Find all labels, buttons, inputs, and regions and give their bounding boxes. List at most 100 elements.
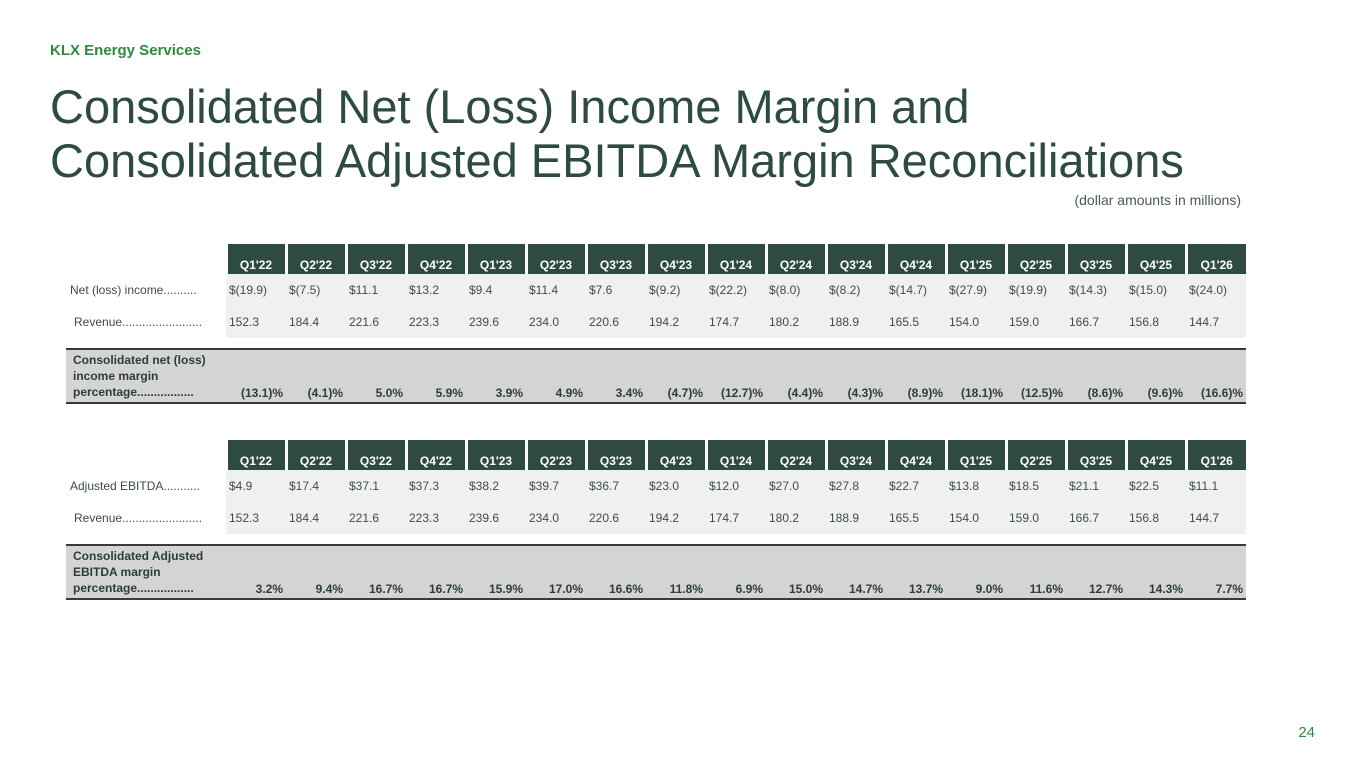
value-cell: 159.0 (1006, 306, 1066, 338)
margin-cell: 3.4% (586, 348, 646, 404)
spacer-cell (66, 534, 1246, 545)
value-cell: $37.3 (406, 470, 466, 502)
total-row: Consolidated Adjusted EBITDA margin perc… (66, 544, 1246, 600)
value-cell: $(22.2) (706, 274, 766, 306)
value-cell: 154.0 (946, 502, 1006, 534)
row-label: Net (loss) income.......... (66, 274, 226, 306)
margin-cell: (8.9)% (886, 348, 946, 404)
value-cell: 188.9 (826, 502, 886, 534)
quarter-header: Q4'24 (884, 244, 946, 274)
value-cell: 152.3 (226, 306, 286, 338)
value-cell: 159.0 (1006, 502, 1066, 534)
value-cell: $(9.2) (646, 274, 706, 306)
quarter-header: Q4'25 (1124, 440, 1186, 470)
value-cell: 184.4 (286, 502, 346, 534)
quarter-header: Q1'22 (224, 244, 286, 274)
net-income-margin-table: Q1'22 Q2'22 Q3'22 Q4'22 Q1'23 Q2'23 Q3'23 Q4'23… (66, 244, 1246, 404)
quarter-header: Q2'24 (764, 244, 826, 274)
value-cell: 174.7 (706, 502, 766, 534)
margin-cell: 7.7% (1186, 544, 1246, 600)
value-cell: 166.7 (1066, 306, 1126, 338)
value-cell: 166.7 (1066, 502, 1126, 534)
table-row: Adjusted EBITDA........... $4.9 $17.4 $37.1… (66, 470, 1246, 502)
table-row: Revenue........................ 152.3 184.… (66, 502, 1246, 534)
header-row: Q1'22 Q2'22 Q3'22 Q4'22 Q1'23 Q2'23 Q3'23 Q4'23… (66, 244, 1246, 274)
margin-cell: 9.0% (946, 544, 1006, 600)
row-label: Adjusted EBITDA........... (66, 470, 226, 502)
value-cell: $(24.0) (1186, 274, 1246, 306)
value-cell: 156.8 (1126, 306, 1186, 338)
value-cell: 184.4 (286, 306, 346, 338)
quarter-header: Q2'24 (764, 440, 826, 470)
value-cell: $(27.9) (946, 274, 1006, 306)
margin-cell: 5.0% (346, 348, 406, 404)
value-cell: 165.5 (886, 306, 946, 338)
quarter-header: Q1'23 (464, 440, 526, 470)
margin-cell: (18.1)% (946, 348, 1006, 404)
value-cell: $(7.5) (286, 274, 346, 306)
row-label: Revenue........................ (66, 306, 226, 338)
margin-cell: 17.0% (526, 544, 586, 600)
value-cell: 221.6 (346, 502, 406, 534)
value-cell: $13.2 (406, 274, 466, 306)
value-cell: 152.3 (226, 502, 286, 534)
value-cell: 234.0 (526, 306, 586, 338)
quarter-header: Q2'25 (1004, 244, 1066, 274)
header-corner (66, 440, 226, 470)
value-cell: $36.7 (586, 470, 646, 502)
value-cell: $27.0 (766, 470, 826, 502)
quarter-header: Q2'25 (1004, 440, 1066, 470)
margin-cell: 14.3% (1126, 544, 1186, 600)
quarter-header: Q2'22 (284, 244, 346, 274)
table-row: Net (loss) income.......... $(19.9) $(7.5)… (66, 274, 1246, 306)
value-cell: $37.1 (346, 470, 406, 502)
margin-cell: 6.9% (706, 544, 766, 600)
quarter-header: Q1'24 (704, 440, 766, 470)
value-cell: $38.2 (466, 470, 526, 502)
value-cell: 221.6 (346, 306, 406, 338)
quarter-header: Q1'26 (1184, 244, 1246, 274)
value-cell: 156.8 (1126, 502, 1186, 534)
quarter-header: Q3'22 (344, 440, 406, 470)
value-cell: 223.3 (406, 306, 466, 338)
value-cell: $21.1 (1066, 470, 1126, 502)
margin-cell: 15.0% (766, 544, 826, 600)
value-cell: $(19.9) (1006, 274, 1066, 306)
title-line-2: Consolidated Adjusted EBITDA Margin Reco… (50, 134, 1184, 187)
value-cell: $13.8 (946, 470, 1006, 502)
quarter-header: Q1'25 (944, 244, 1006, 274)
value-cell: $12.0 (706, 470, 766, 502)
value-cell: 239.6 (466, 502, 526, 534)
margin-cell: 16.7% (346, 544, 406, 600)
value-cell: $11.1 (1186, 470, 1246, 502)
quarter-header: Q4'23 (644, 440, 706, 470)
margin-cell: (9.6)% (1126, 348, 1186, 404)
value-cell: 174.7 (706, 306, 766, 338)
brand-name: KLX Energy Services (50, 42, 201, 59)
margin-cell: (12.5)% (1006, 348, 1066, 404)
page-number: 24 (1298, 724, 1315, 741)
table-row: Revenue........................ 152.3 184.… (66, 306, 1246, 338)
margin-cell: 3.2% (226, 544, 286, 600)
value-cell: $22.5 (1126, 470, 1186, 502)
value-cell: $18.5 (1006, 470, 1066, 502)
quarter-header: Q1'24 (704, 244, 766, 274)
value-cell: 180.2 (766, 502, 826, 534)
value-cell: 220.6 (586, 306, 646, 338)
margin-cell: 14.7% (826, 544, 886, 600)
spacer-row (66, 534, 1246, 545)
value-cell: 165.5 (886, 502, 946, 534)
margin-cell: (4.3)% (826, 348, 886, 404)
quarter-header: Q3'23 (584, 244, 646, 274)
value-cell: $23.0 (646, 470, 706, 502)
value-cell: 239.6 (466, 306, 526, 338)
quarter-header: Q3'25 (1064, 440, 1126, 470)
value-cell: 144.7 (1186, 502, 1246, 534)
value-cell: $27.8 (826, 470, 886, 502)
total-label: Consolidated net (loss) income margin pe… (66, 348, 226, 404)
value-cell: $7.6 (586, 274, 646, 306)
margin-cell: (12.7)% (706, 348, 766, 404)
value-cell: $(8.2) (826, 274, 886, 306)
margin-cell: 15.9% (466, 544, 526, 600)
quarter-header: Q1'22 (224, 440, 286, 470)
